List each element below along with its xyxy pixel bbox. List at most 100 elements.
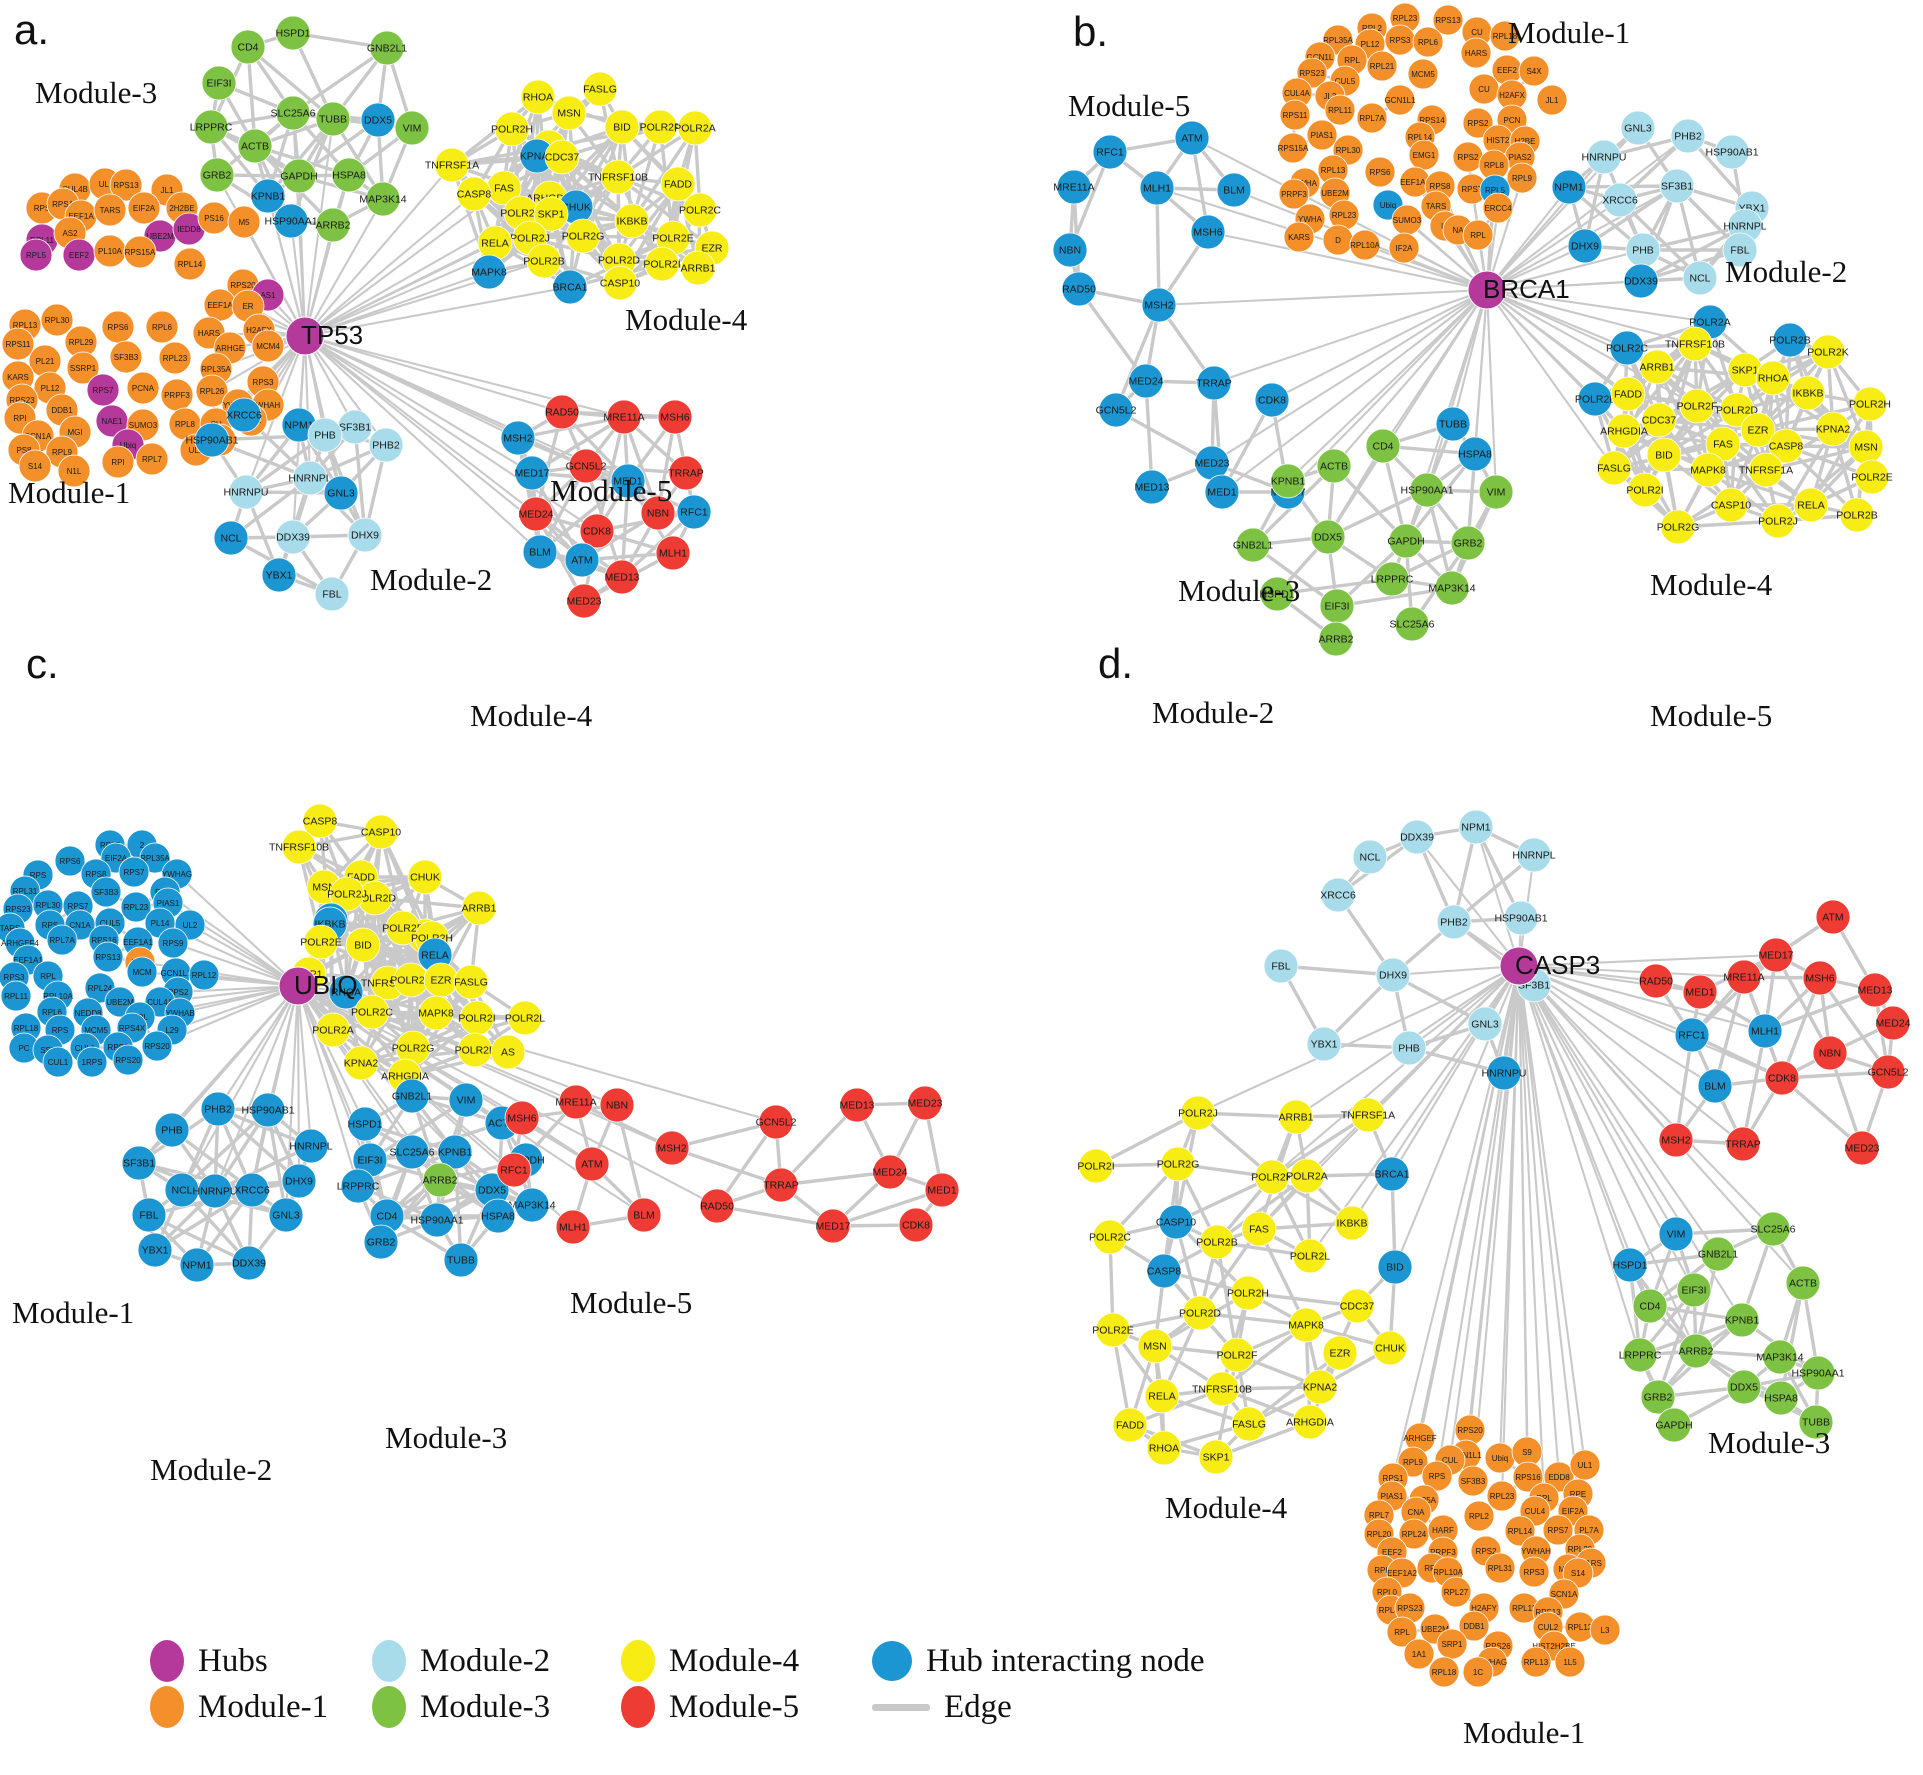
network-node[interactable] bbox=[363, 814, 399, 850]
network-node[interactable] bbox=[1277, 132, 1309, 164]
network-node[interactable] bbox=[40, 303, 74, 337]
network-node[interactable] bbox=[551, 95, 587, 131]
network-node[interactable] bbox=[456, 176, 492, 212]
network-node[interactable] bbox=[1141, 287, 1177, 323]
network-node[interactable] bbox=[1316, 448, 1352, 484]
network-node[interactable] bbox=[544, 394, 580, 430]
network-node[interactable] bbox=[0, 980, 32, 1012]
network-node[interactable] bbox=[453, 964, 489, 1000]
network-node[interactable] bbox=[1518, 1556, 1550, 1588]
network-node[interactable] bbox=[763, 1167, 799, 1203]
network-node[interactable] bbox=[1596, 450, 1632, 486]
network-node[interactable] bbox=[275, 519, 311, 555]
network-node[interactable] bbox=[1484, 1552, 1516, 1584]
network-node[interactable] bbox=[1503, 900, 1539, 936]
network-node[interactable] bbox=[1306, 119, 1338, 151]
network-node[interactable] bbox=[676, 494, 712, 530]
network-node[interactable] bbox=[644, 246, 680, 282]
network-node[interactable] bbox=[1610, 376, 1646, 412]
network-node[interactable] bbox=[654, 1130, 690, 1166]
network-node[interactable] bbox=[1198, 1439, 1234, 1475]
network-node[interactable] bbox=[109, 340, 143, 374]
network-node[interactable] bbox=[135, 442, 169, 476]
network-node[interactable] bbox=[1747, 1013, 1783, 1049]
network-node[interactable] bbox=[1388, 232, 1420, 264]
network-node[interactable] bbox=[839, 1087, 875, 1123]
network-node[interactable] bbox=[1349, 229, 1381, 261]
network-node[interactable] bbox=[1815, 411, 1851, 447]
network-node[interactable] bbox=[273, 203, 309, 239]
network-node[interactable] bbox=[197, 1173, 233, 1209]
network-node[interactable] bbox=[1506, 162, 1538, 194]
network-node[interactable] bbox=[1623, 263, 1659, 299]
network-node[interactable] bbox=[66, 351, 100, 385]
network-node[interactable] bbox=[1056, 169, 1092, 205]
network-node[interactable] bbox=[1318, 621, 1354, 657]
network-node[interactable] bbox=[1658, 1122, 1694, 1158]
network-node[interactable] bbox=[680, 250, 716, 286]
network-node[interactable] bbox=[315, 207, 351, 243]
network-node[interactable] bbox=[1457, 436, 1493, 472]
network-node[interactable] bbox=[1278, 1099, 1314, 1135]
network-node[interactable] bbox=[1283, 221, 1315, 253]
network-node[interactable] bbox=[303, 924, 339, 960]
network-node[interactable] bbox=[924, 1172, 960, 1208]
network-node[interactable] bbox=[226, 397, 262, 433]
network-node[interactable] bbox=[555, 1209, 591, 1245]
network-node[interactable] bbox=[699, 1188, 735, 1224]
network-node[interactable] bbox=[1440, 1576, 1472, 1608]
network-node[interactable] bbox=[1798, 1404, 1834, 1440]
network-node[interactable] bbox=[1705, 426, 1741, 462]
network-node[interactable] bbox=[599, 1087, 635, 1123]
network-node[interactable] bbox=[1785, 1265, 1821, 1301]
network-node[interactable] bbox=[86, 373, 120, 407]
network-node[interactable] bbox=[1231, 1406, 1267, 1442]
network-node[interactable] bbox=[1620, 110, 1656, 146]
network-node[interactable] bbox=[1516, 837, 1552, 873]
network-node[interactable] bbox=[1292, 1404, 1328, 1440]
network-node[interactable] bbox=[1482, 192, 1514, 224]
network-node[interactable] bbox=[1812, 1035, 1848, 1071]
network-node[interactable] bbox=[188, 959, 220, 991]
network-node[interactable] bbox=[1755, 1211, 1791, 1247]
network-node[interactable] bbox=[90, 876, 122, 908]
network-node[interactable] bbox=[1302, 1369, 1338, 1405]
network-node[interactable] bbox=[363, 1224, 399, 1260]
network-node[interactable] bbox=[1374, 1156, 1410, 1192]
network-node[interactable] bbox=[1334, 1205, 1370, 1241]
network-node[interactable] bbox=[365, 181, 401, 217]
network-node[interactable] bbox=[329, 876, 365, 912]
network-node[interactable] bbox=[328, 974, 364, 1010]
network-node[interactable] bbox=[19, 238, 53, 272]
network-node[interactable] bbox=[18, 449, 52, 483]
network-node[interactable] bbox=[281, 1163, 317, 1199]
network-node[interactable] bbox=[1602, 182, 1638, 218]
network-node[interactable] bbox=[626, 1197, 662, 1233]
network-node[interactable] bbox=[141, 1030, 173, 1062]
network-node[interactable] bbox=[1365, 428, 1401, 464]
network-node[interactable] bbox=[1139, 170, 1175, 206]
network-node[interactable] bbox=[568, 448, 604, 484]
network-node[interactable] bbox=[1196, 365, 1232, 401]
network-node[interactable] bbox=[1112, 1407, 1148, 1443]
network-node[interactable] bbox=[1254, 1159, 1290, 1195]
network-node[interactable] bbox=[1660, 509, 1696, 545]
network-node[interactable] bbox=[1670, 118, 1706, 154]
network-node[interactable] bbox=[1658, 1216, 1694, 1252]
network-node[interactable] bbox=[1839, 497, 1875, 533]
network-node[interactable] bbox=[268, 1197, 304, 1233]
network-node[interactable] bbox=[281, 158, 317, 194]
network-node[interactable] bbox=[1772, 322, 1808, 358]
network-node[interactable] bbox=[564, 542, 600, 578]
network-node[interactable] bbox=[1144, 1378, 1180, 1414]
network-node[interactable] bbox=[323, 475, 359, 511]
network-node[interactable] bbox=[1793, 487, 1829, 523]
network-node[interactable] bbox=[520, 79, 556, 115]
network-node[interactable] bbox=[490, 1034, 526, 1070]
network-node[interactable] bbox=[1674, 1017, 1710, 1053]
network-node[interactable] bbox=[354, 994, 390, 1030]
network-node[interactable] bbox=[126, 956, 158, 988]
network-node[interactable] bbox=[1377, 1249, 1413, 1285]
network-node[interactable] bbox=[1160, 1146, 1196, 1182]
network-node[interactable] bbox=[340, 1168, 376, 1204]
